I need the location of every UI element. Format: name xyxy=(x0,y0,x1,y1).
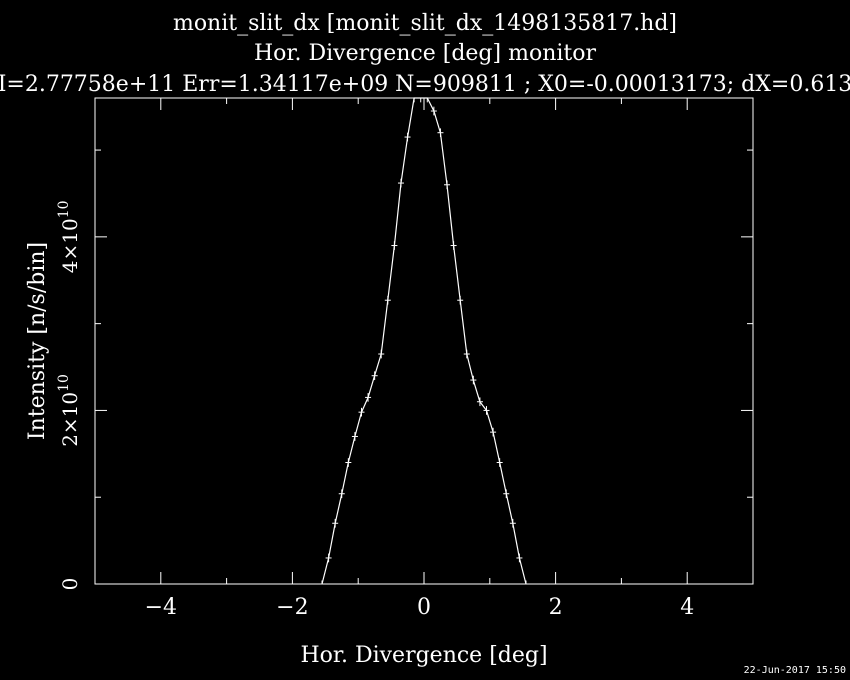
chart-title-line-3: I=2.77758e+11 Err=1.34117e+09 N=909811 ;… xyxy=(0,72,850,97)
data-point xyxy=(391,241,398,250)
series-line xyxy=(321,97,527,585)
plot-frame xyxy=(94,97,754,585)
axis-ticks xyxy=(94,98,754,585)
data-point xyxy=(444,180,451,190)
data-point xyxy=(404,132,411,142)
data-point xyxy=(483,406,490,415)
x-tick-label: 0 xyxy=(417,595,431,620)
timestamp: 22-Jun-2017 15:50 xyxy=(744,665,846,676)
y-tick-label: 2×1010 xyxy=(56,374,82,447)
data-point xyxy=(332,518,339,528)
series-markers xyxy=(319,97,529,585)
data-point xyxy=(430,106,437,116)
data-point xyxy=(503,489,510,499)
x-tick-label: 4 xyxy=(680,595,694,620)
data-point xyxy=(470,375,477,385)
data-point xyxy=(378,349,385,359)
data-point xyxy=(437,128,444,138)
y-axis-label: Intensity [n/s/bin] xyxy=(25,242,50,440)
data-point xyxy=(424,97,431,103)
chart-title-line-1: monit_slit_dx [monit_slit_dx_1498135817.… xyxy=(173,11,677,36)
data-point xyxy=(450,241,457,250)
data-point xyxy=(338,489,345,499)
data-point xyxy=(371,371,378,381)
data-point xyxy=(417,97,424,103)
data-point xyxy=(516,553,523,563)
data-point xyxy=(319,580,326,585)
data-point xyxy=(457,295,464,305)
y-tick-label: 0 xyxy=(58,578,82,591)
data-point xyxy=(358,407,365,417)
data-point xyxy=(325,553,332,563)
data-point xyxy=(351,432,358,441)
x-tick-labels: −4 −2 0 2 4 xyxy=(145,595,695,620)
data-point xyxy=(397,178,404,188)
data-point xyxy=(476,397,483,407)
x-axis-label: Hor. Divergence [deg] xyxy=(300,643,547,668)
chart-title-line-2: Hor. Divergence [deg] monitor xyxy=(254,41,597,66)
data-point xyxy=(411,97,418,103)
data-point xyxy=(384,295,391,305)
data-point xyxy=(496,458,503,467)
y-tick-labels: 0 2×1010 4×1010 xyxy=(56,200,82,590)
x-tick-label: −2 xyxy=(276,595,308,620)
y-tick-label: 4×1010 xyxy=(56,200,82,273)
data-point xyxy=(463,349,470,359)
data-point xyxy=(345,458,352,467)
data-point xyxy=(509,518,516,528)
data-point xyxy=(522,580,529,585)
x-tick-label: −4 xyxy=(145,595,177,620)
x-tick-label: 2 xyxy=(549,595,563,620)
data-point xyxy=(490,427,497,437)
data-point xyxy=(365,393,372,402)
